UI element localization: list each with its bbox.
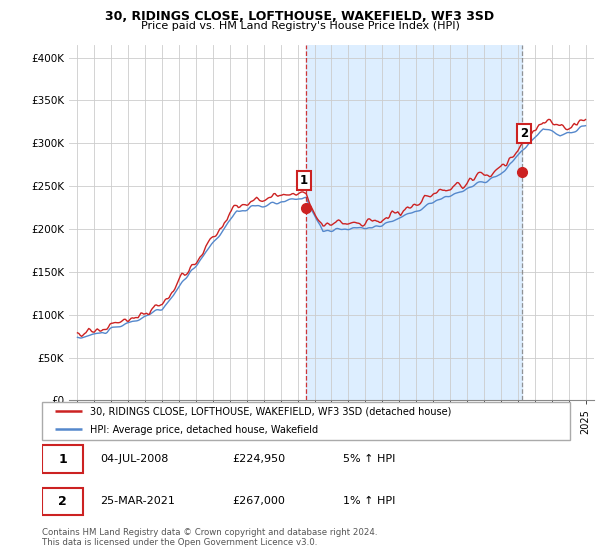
Text: £224,950: £224,950 [232, 454, 285, 464]
FancyBboxPatch shape [42, 402, 570, 440]
Text: HPI: Average price, detached house, Wakefield: HPI: Average price, detached house, Wake… [89, 425, 317, 435]
Text: 04-JUL-2008: 04-JUL-2008 [100, 454, 169, 464]
Text: 5% ↑ HPI: 5% ↑ HPI [343, 454, 395, 464]
FancyBboxPatch shape [42, 445, 83, 473]
Text: 1% ↑ HPI: 1% ↑ HPI [343, 496, 395, 506]
Text: 30, RIDINGS CLOSE, LOFTHOUSE, WAKEFIELD, WF3 3SD (detached house): 30, RIDINGS CLOSE, LOFTHOUSE, WAKEFIELD,… [89, 407, 451, 417]
FancyBboxPatch shape [42, 488, 83, 515]
Text: 30, RIDINGS CLOSE, LOFTHOUSE, WAKEFIELD, WF3 3SD: 30, RIDINGS CLOSE, LOFTHOUSE, WAKEFIELD,… [106, 10, 494, 23]
Text: £267,000: £267,000 [232, 496, 285, 506]
Text: 1: 1 [299, 174, 308, 186]
Text: Price paid vs. HM Land Registry's House Price Index (HPI): Price paid vs. HM Land Registry's House … [140, 21, 460, 31]
Text: 1: 1 [58, 452, 67, 465]
Text: Contains HM Land Registry data © Crown copyright and database right 2024.
This d: Contains HM Land Registry data © Crown c… [42, 528, 377, 547]
Text: 2: 2 [58, 495, 67, 508]
Text: 2: 2 [520, 127, 528, 139]
Bar [306, 45, 522, 400]
Text: 25-MAR-2021: 25-MAR-2021 [100, 496, 175, 506]
